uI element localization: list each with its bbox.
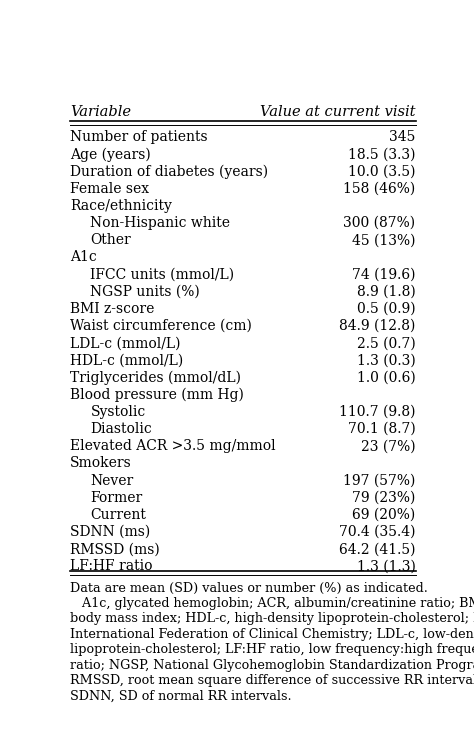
- Text: Age (years): Age (years): [70, 148, 151, 162]
- Text: lipoprotein-cholesterol; LF:HF ratio, low frequency:high frequency: lipoprotein-cholesterol; LF:HF ratio, lo…: [70, 643, 474, 656]
- Text: 23 (7%): 23 (7%): [361, 439, 416, 453]
- Text: 8.9 (1.8): 8.9 (1.8): [357, 285, 416, 299]
- Text: Elevated ACR >3.5 mg/mmol: Elevated ACR >3.5 mg/mmol: [70, 439, 276, 453]
- Text: A1c: A1c: [70, 250, 97, 265]
- Text: Female sex: Female sex: [70, 182, 149, 196]
- Text: Triglycerides (mmol/dL): Triglycerides (mmol/dL): [70, 371, 241, 385]
- Text: Diastolic: Diastolic: [91, 422, 152, 436]
- Text: 45 (13%): 45 (13%): [352, 233, 416, 247]
- Text: Value at current visit: Value at current visit: [260, 106, 416, 119]
- Text: 0.5 (0.9): 0.5 (0.9): [357, 302, 416, 316]
- Text: 1.3 (0.3): 1.3 (0.3): [357, 354, 416, 368]
- Text: LF:HF ratio: LF:HF ratio: [70, 559, 153, 574]
- Text: Current: Current: [91, 508, 146, 522]
- Text: International Federation of Clinical Chemistry; LDL-c, low-density: International Federation of Clinical Che…: [70, 628, 474, 640]
- Text: 110.7 (9.8): 110.7 (9.8): [339, 405, 416, 419]
- Text: 70.1 (8.7): 70.1 (8.7): [348, 422, 416, 436]
- Text: 74 (19.6): 74 (19.6): [352, 267, 416, 282]
- Text: 70.4 (35.4): 70.4 (35.4): [339, 525, 416, 539]
- Text: Data are mean (SD) values or number (%) as indicated.: Data are mean (SD) values or number (%) …: [70, 582, 428, 594]
- Text: 158 (46%): 158 (46%): [343, 182, 416, 196]
- Text: Smokers: Smokers: [70, 456, 132, 470]
- Text: Number of patients: Number of patients: [70, 130, 208, 144]
- Text: 345: 345: [389, 130, 416, 144]
- Text: Race/ethnicity: Race/ethnicity: [70, 199, 172, 213]
- Text: Former: Former: [91, 491, 143, 504]
- Text: Duration of diabetes (years): Duration of diabetes (years): [70, 165, 268, 179]
- Text: 79 (23%): 79 (23%): [352, 491, 416, 504]
- Text: LDL-c (mmol/L): LDL-c (mmol/L): [70, 337, 181, 350]
- Text: Never: Never: [91, 473, 134, 487]
- Text: 1.3 (1.3): 1.3 (1.3): [357, 559, 416, 574]
- Text: 69 (20%): 69 (20%): [352, 508, 416, 522]
- Text: 18.5 (3.3): 18.5 (3.3): [348, 148, 416, 161]
- Text: A1c, glycated hemoglobin; ACR, albumin/creatinine ratio; BMI,: A1c, glycated hemoglobin; ACR, albumin/c…: [70, 597, 474, 610]
- Text: SDNN (ms): SDNN (ms): [70, 525, 151, 539]
- Text: Non-Hispanic white: Non-Hispanic white: [91, 216, 230, 230]
- Text: BMI z-score: BMI z-score: [70, 302, 155, 316]
- Text: 64.2 (41.5): 64.2 (41.5): [339, 542, 416, 557]
- Text: IFCC units (mmol/L): IFCC units (mmol/L): [91, 267, 235, 282]
- Text: 2.5 (0.7): 2.5 (0.7): [357, 337, 416, 350]
- Text: Other: Other: [91, 233, 131, 247]
- Text: SDNN, SD of normal RR intervals.: SDNN, SD of normal RR intervals.: [70, 690, 292, 703]
- Text: RMSSD (ms): RMSSD (ms): [70, 542, 160, 557]
- Text: 1.0 (0.6): 1.0 (0.6): [357, 371, 416, 385]
- Text: 300 (87%): 300 (87%): [344, 216, 416, 230]
- Text: 197 (57%): 197 (57%): [343, 473, 416, 487]
- Text: ratio; NGSP, National Glycohemoglobin Standardization Program;: ratio; NGSP, National Glycohemoglobin St…: [70, 659, 474, 672]
- Text: 10.0 (3.5): 10.0 (3.5): [348, 165, 416, 178]
- Text: Systolic: Systolic: [91, 405, 146, 419]
- Text: body mass index; HDL-c, high-density lipoprotein-cholesterol; IFCC,: body mass index; HDL-c, high-density lip…: [70, 612, 474, 626]
- Text: Waist circumference (cm): Waist circumference (cm): [70, 319, 252, 333]
- Text: 84.9 (12.8): 84.9 (12.8): [339, 319, 416, 333]
- Text: NGSP units (%): NGSP units (%): [91, 285, 200, 299]
- Text: RMSSD, root mean square difference of successive RR intervals;: RMSSD, root mean square difference of su…: [70, 674, 474, 687]
- Text: Variable: Variable: [70, 106, 131, 119]
- Text: Blood pressure (mm Hg): Blood pressure (mm Hg): [70, 388, 244, 402]
- Text: HDL-c (mmol/L): HDL-c (mmol/L): [70, 354, 183, 368]
